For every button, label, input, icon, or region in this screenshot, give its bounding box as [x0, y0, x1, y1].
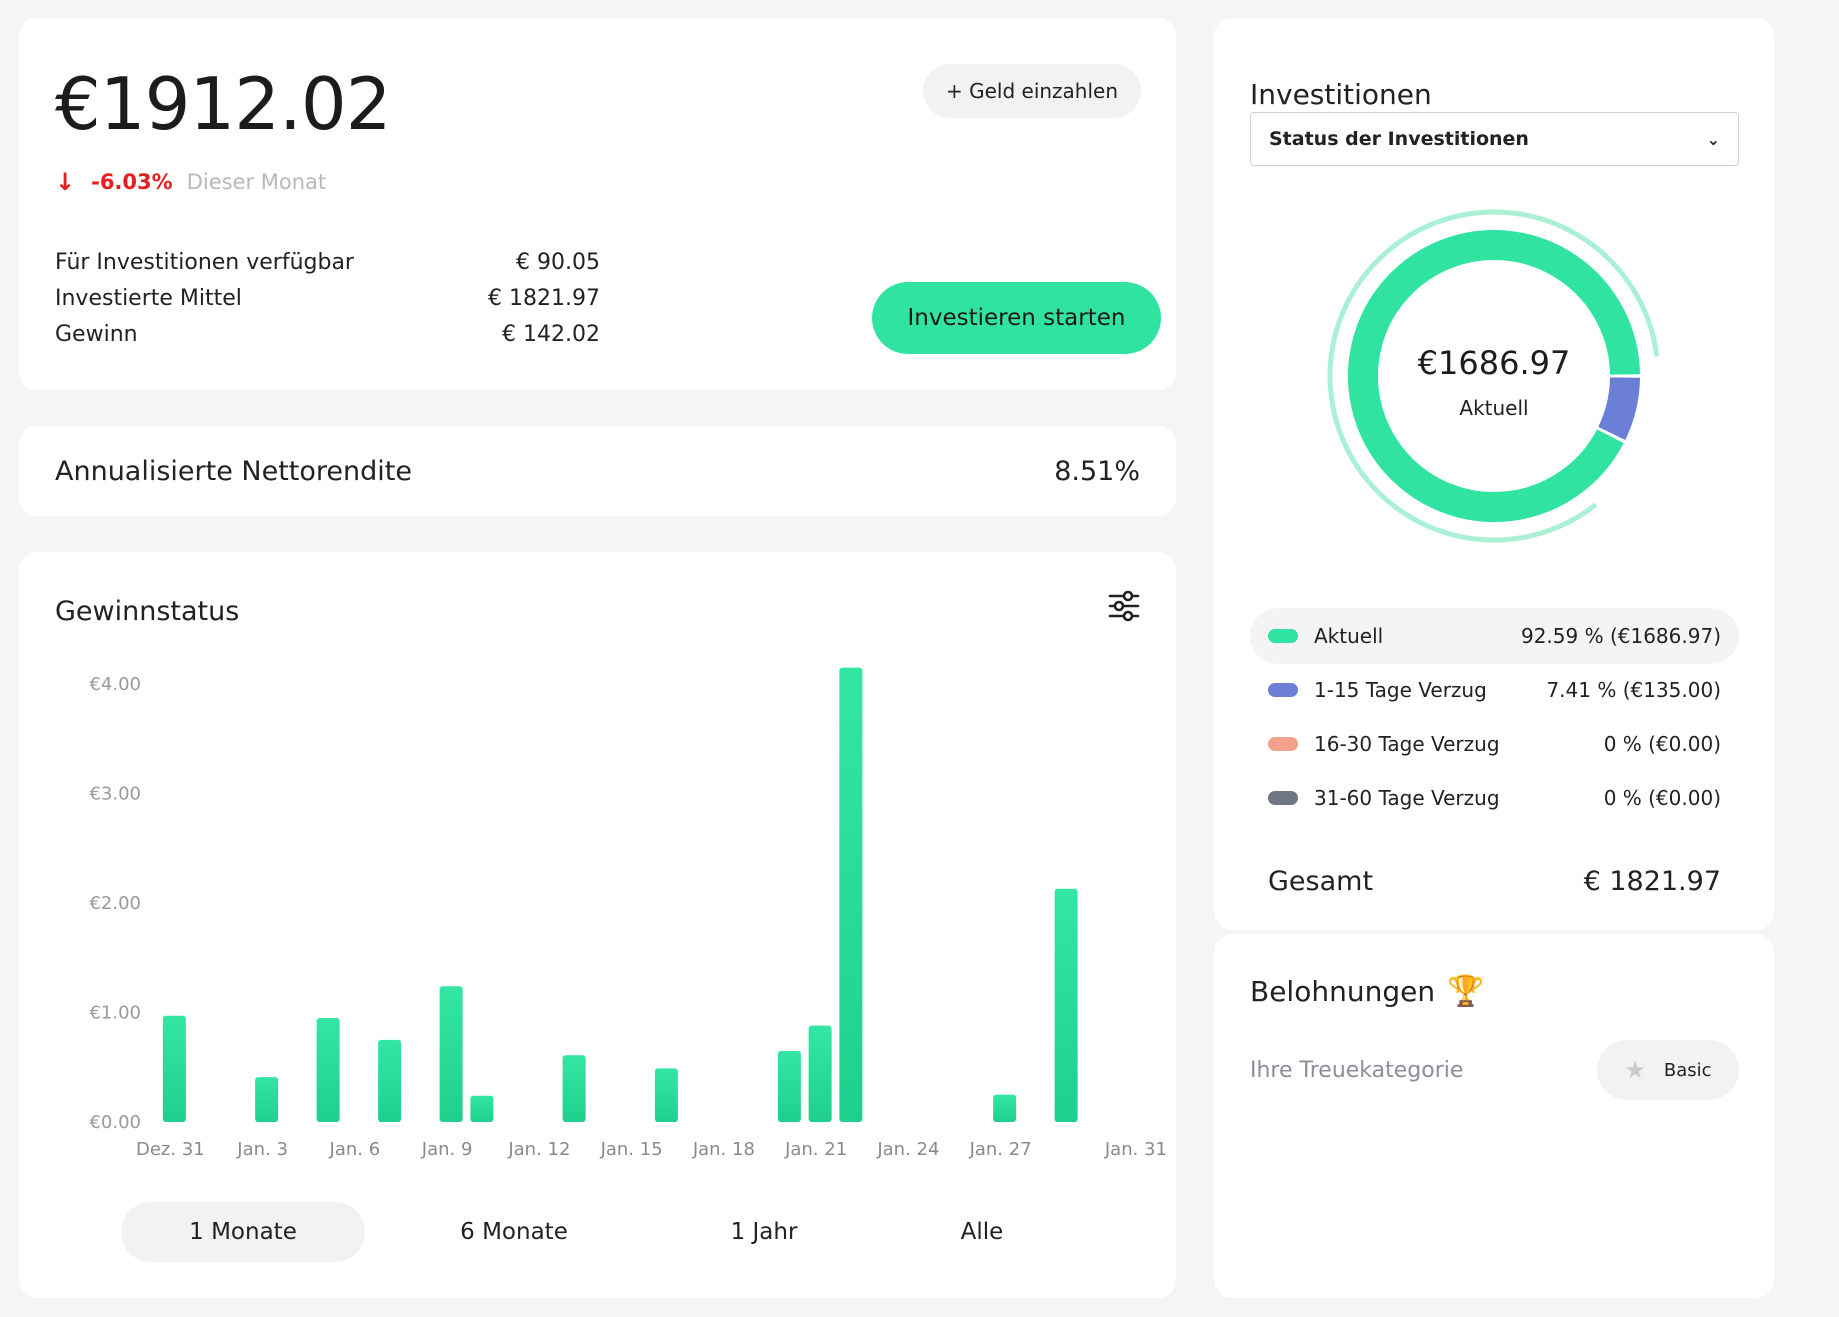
balance-card: €1912.02 + Geld einzahlen ↓ -6.03% Diese… [19, 18, 1176, 390]
investments-title: Investitionen [1250, 78, 1432, 111]
legend-swatch [1268, 791, 1298, 805]
period-1-month-button[interactable]: 1 Monate [121, 1202, 365, 1262]
legend-value: 0 % (€0.00) [1603, 786, 1721, 810]
y-tick-label: €3.00 [89, 784, 141, 805]
legend-row-1-15[interactable]: 1-15 Tage Verzug 7.41 % (€135.00) [1250, 662, 1739, 718]
sliders-icon[interactable] [1107, 589, 1141, 623]
y-tick-label: €2.00 [89, 893, 141, 914]
deposit-money-button[interactable]: + Geld einzahlen [923, 64, 1141, 118]
investment-status-select[interactable]: Status der Investitionen ⌄ [1250, 112, 1739, 166]
investments-card: Investitionen Status der Investitionen ⌄… [1214, 18, 1774, 930]
chart-bar[interactable] [839, 667, 863, 1122]
net-return-value: 8.51% [1054, 456, 1140, 487]
legend-label: 16-30 Tage Verzug [1314, 732, 1500, 756]
chart-bar[interactable] [255, 1077, 279, 1122]
available-label: Für Investitionen verfügbar [55, 250, 354, 275]
chart-bar[interactable] [808, 1025, 832, 1122]
rewards-title: Belohnungen 🏆 [1250, 974, 1484, 1009]
chart-bar[interactable] [777, 1050, 801, 1122]
star-icon: ★ [1624, 1056, 1646, 1084]
x-tick-label: Jan. 27 [969, 1139, 1032, 1160]
donut-segment-1-15[interactable] [1598, 376, 1640, 440]
chart-title: Gewinnstatus [55, 596, 240, 627]
invested-value: € 1821.97 [488, 286, 600, 311]
investment-donut-chart [1327, 209, 1660, 543]
x-tick-label: Dez. 31 [136, 1139, 205, 1160]
arrow-down-icon: ↓ [55, 168, 76, 196]
rewards-card: Belohnungen 🏆 Ihre Treuekategorie ★ Basi… [1214, 934, 1774, 1298]
profit-value: € 142.02 [502, 322, 600, 347]
x-tick-label: Jan. 12 [507, 1139, 570, 1160]
chevron-down-icon: ⌄ [1706, 129, 1720, 149]
chart-bar[interactable] [378, 1039, 402, 1122]
donut-segment-current[interactable] [1348, 230, 1640, 522]
profit-row: Gewinn € 142.02 [55, 322, 600, 347]
profit-bar-chart: €0.00 €1.00 €2.00 €3.00 €4.00 Dez. 31 Jan. 3 Ja… [89, 667, 1167, 1160]
change-percent: -6.03% [91, 170, 173, 194]
rewards-title-text: Belohnungen [1250, 975, 1436, 1008]
start-investing-button[interactable]: Investieren starten [872, 282, 1161, 354]
profit-label: Gewinn [55, 322, 138, 347]
monthly-change: ↓ -6.03% Dieser Monat [55, 168, 326, 196]
total-row: Gesamt € 1821.97 [1268, 866, 1721, 897]
x-tick-label: Jan. 21 [784, 1139, 847, 1160]
legend-label: Aktuell [1314, 624, 1384, 648]
period-1-year-button[interactable]: 1 Jahr [660, 1202, 868, 1262]
period-6-months-button[interactable]: 6 Monate [398, 1202, 630, 1262]
invested-label: Investierte Mittel [55, 286, 242, 311]
chart-bar[interactable] [439, 986, 463, 1122]
loyalty-tier-badge[interactable]: ★ Basic [1597, 1040, 1739, 1100]
select-value: Status der Investitionen [1269, 128, 1529, 150]
available-value: € 90.05 [516, 250, 600, 275]
chart-bar[interactable] [470, 1095, 494, 1122]
total-label: Gesamt [1268, 866, 1374, 897]
profit-chart-card: Gewinnstatus €0.00 €1.00 €2.00 €3.00 €4.00 De… [19, 552, 1176, 1298]
trophy-icon: 🏆 [1447, 974, 1485, 1009]
chart-bar[interactable] [654, 1068, 678, 1122]
chart-bar[interactable] [1054, 888, 1078, 1122]
net-return-card: Annualisierte Nettorendite 8.51% [19, 426, 1176, 516]
period-all-button[interactable]: Alle [900, 1202, 1064, 1262]
balance-amount: €1912.02 [55, 62, 392, 146]
y-tick-label: €1.00 [89, 1003, 141, 1024]
x-tick-label: Jan. 6 [329, 1139, 381, 1160]
invested-row: Investierte Mittel € 1821.97 [55, 286, 600, 311]
legend-row-31-60[interactable]: 31-60 Tage Verzug 0 % (€0.00) [1250, 770, 1739, 826]
loyalty-category-label: Ihre Treuekategorie [1250, 1058, 1464, 1083]
x-tick-label: Jan. 9 [421, 1139, 473, 1160]
chart-bar[interactable] [162, 1015, 186, 1122]
change-period-label: Dieser Monat [186, 170, 327, 194]
total-value: € 1821.97 [1583, 866, 1721, 897]
legend-swatch [1268, 683, 1298, 697]
x-tick-label: Jan. 31 [1104, 1139, 1167, 1160]
x-tick-label: Jan. 24 [876, 1139, 939, 1160]
chart-bar[interactable] [316, 1017, 340, 1122]
x-tick-label: Jan. 3 [236, 1139, 288, 1160]
legend-value: 92.59 % (€1686.97) [1520, 624, 1721, 648]
x-tick-label: Jan. 15 [600, 1139, 663, 1160]
available-row: Für Investitionen verfügbar € 90.05 [55, 250, 600, 275]
donut-outer-ring [1327, 209, 1660, 543]
legend-row-16-30[interactable]: 16-30 Tage Verzug 0 % (€0.00) [1250, 716, 1739, 772]
donut-center-amount: €1686.97 [1417, 344, 1571, 382]
chart-bar[interactable] [562, 1055, 586, 1122]
y-tick-label: €0.00 [89, 1112, 141, 1133]
legend-swatch [1268, 629, 1298, 643]
x-tick-label: Jan. 18 [692, 1139, 755, 1160]
y-tick-label: €4.00 [89, 674, 141, 695]
net-return-label: Annualisierte Nettorendite [55, 456, 412, 487]
chart-bar[interactable] [993, 1094, 1017, 1122]
donut-center-label: Aktuell [1459, 396, 1529, 420]
legend-label: 31-60 Tage Verzug [1314, 786, 1500, 810]
legend-value: 7.41 % (€135.00) [1546, 678, 1721, 702]
tier-name: Basic [1663, 1059, 1712, 1081]
legend-swatch [1268, 737, 1298, 751]
legend-value: 0 % (€0.00) [1603, 732, 1721, 756]
legend-label: 1-15 Tage Verzug [1314, 678, 1487, 702]
legend-row-current[interactable]: Aktuell 92.59 % (€1686.97) [1250, 608, 1739, 664]
